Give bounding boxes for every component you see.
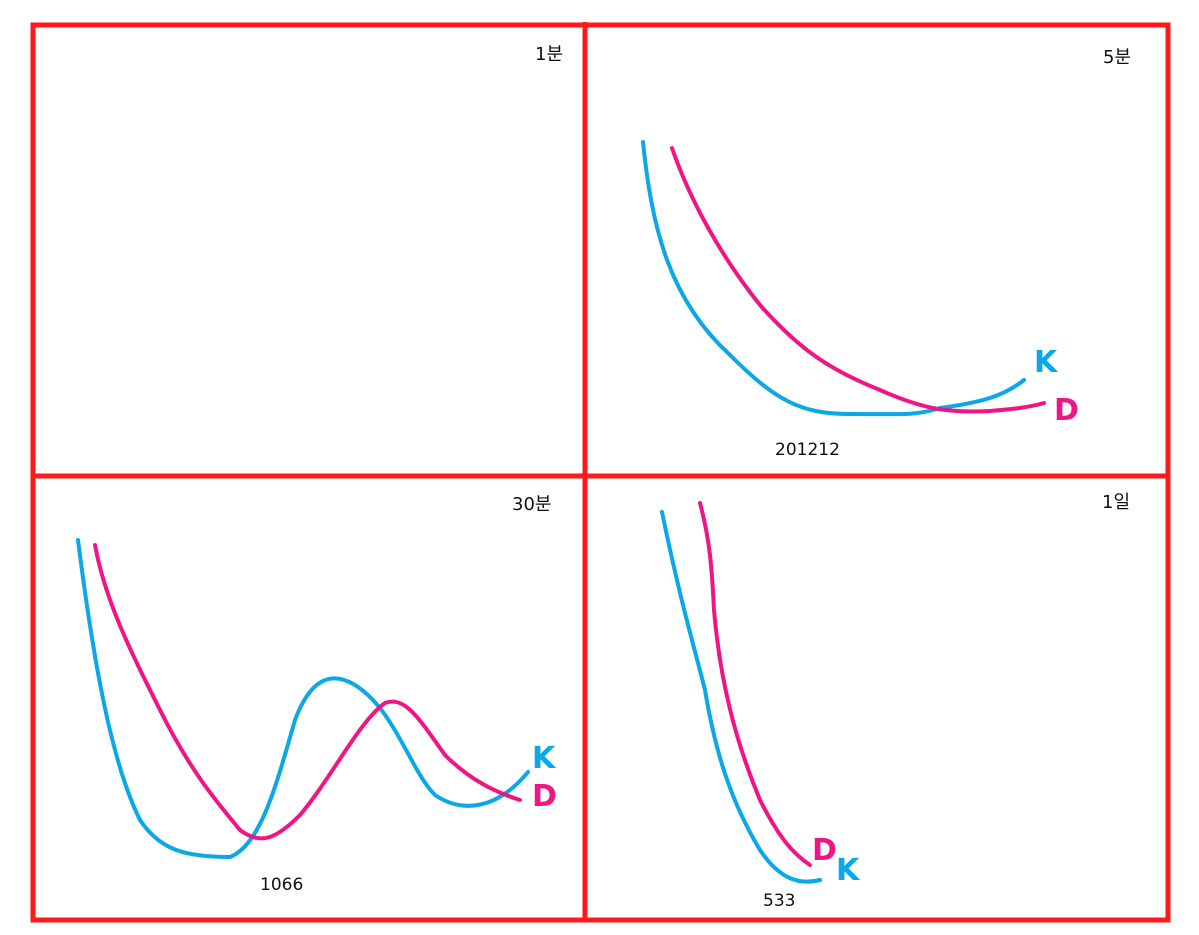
d-legend-label: D xyxy=(532,779,557,814)
panel-number: 1066 xyxy=(260,875,303,895)
d-legend-label: D xyxy=(1054,393,1079,428)
panel-30min: 30분 K D 1066 xyxy=(76,494,557,895)
d-legend-label: D xyxy=(812,833,837,868)
k-line xyxy=(660,510,822,884)
panel-label: 1분 xyxy=(535,44,563,65)
d-line xyxy=(93,543,522,841)
k-legend-label: K xyxy=(532,741,557,776)
panel-1day: 1일 D K 533 xyxy=(660,492,1130,911)
panel-1min: 1분 xyxy=(535,44,563,65)
k-legend-label: K xyxy=(1034,345,1059,380)
outer-border xyxy=(30,22,1171,923)
panel-frame xyxy=(30,22,1171,923)
d-line xyxy=(698,501,812,867)
k-line xyxy=(76,538,530,859)
panel-label: 1일 xyxy=(1102,492,1130,513)
panel-5min: 5분 K D 201212 xyxy=(641,47,1131,460)
panel-number: 201212 xyxy=(775,440,840,460)
k-legend-label: K xyxy=(836,853,861,888)
d-line xyxy=(670,146,1046,414)
panel-label: 5분 xyxy=(1103,47,1131,68)
k-line xyxy=(641,140,1026,417)
panel-label: 30분 xyxy=(512,494,551,515)
panel-number: 533 xyxy=(763,891,795,911)
